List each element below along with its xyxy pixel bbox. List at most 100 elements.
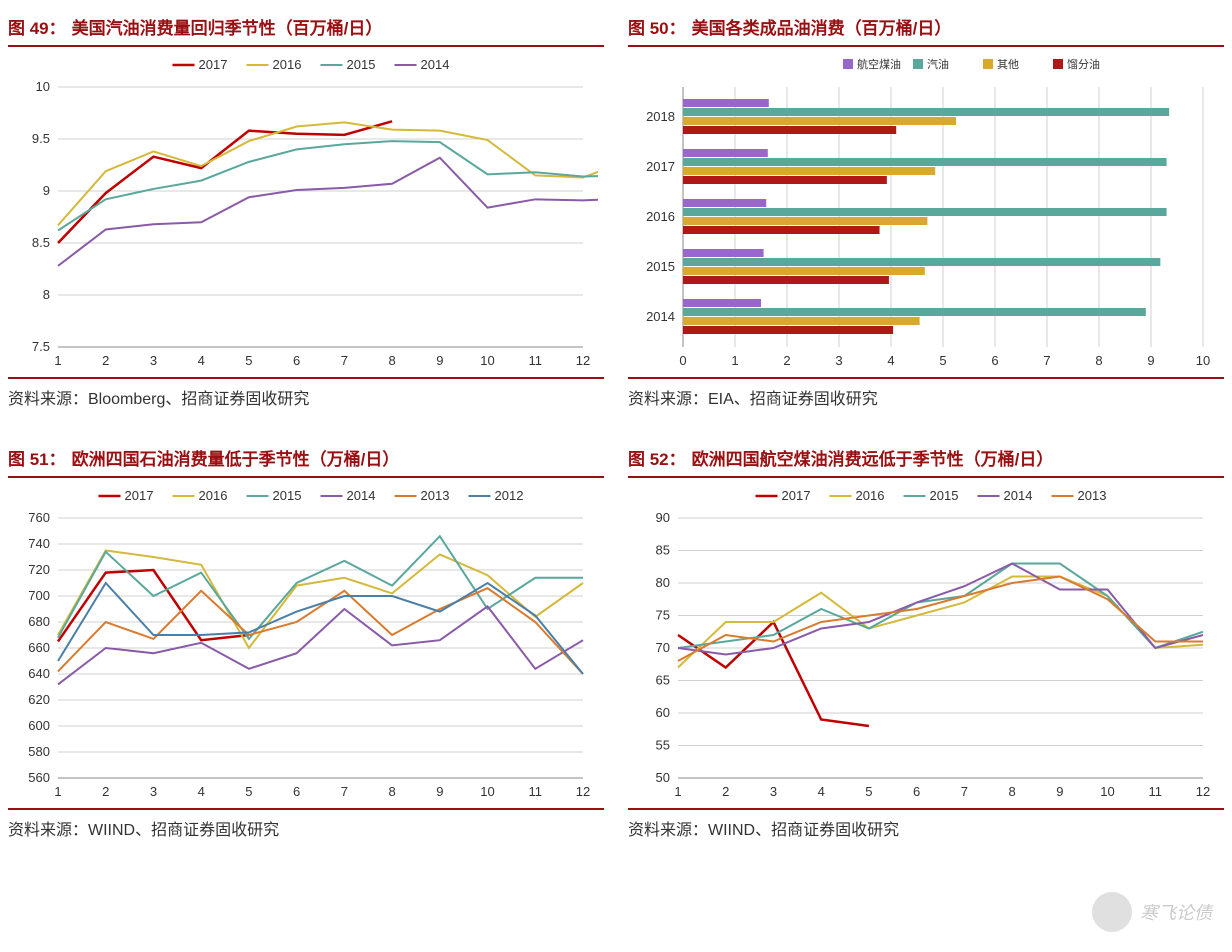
svg-text:7: 7 [1043,353,1050,368]
svg-text:6: 6 [913,784,920,799]
svg-text:2017: 2017 [199,57,228,72]
svg-text:3: 3 [150,784,157,799]
svg-text:2016: 2016 [273,57,302,72]
svg-text:8: 8 [388,353,395,368]
svg-text:2017: 2017 [782,488,811,503]
chart-50-title-text: 美国各类成品油消费（百万桶/日） [692,19,952,38]
svg-text:2013: 2013 [421,488,450,503]
svg-text:12: 12 [576,353,590,368]
svg-text:9.5: 9.5 [32,131,50,146]
svg-text:760: 760 [28,510,50,525]
svg-text:3: 3 [770,784,777,799]
svg-text:8: 8 [1095,353,1102,368]
chart-51-num: 图 51： [8,450,66,469]
chart-50-title: 图 50：美国各类成品油消费（百万桶/日） [628,8,1224,47]
svg-text:11: 11 [1149,784,1163,799]
svg-text:汽油: 汽油 [927,57,949,71]
svg-text:2017: 2017 [646,159,675,174]
svg-text:4: 4 [887,353,894,368]
chart-50-source: 资料来源：EIA、招商证券固收研究 [628,377,1224,419]
svg-text:2: 2 [102,353,109,368]
watermark: 寒飞论债 [1092,892,1212,932]
svg-text:10: 10 [1100,784,1114,799]
svg-text:12: 12 [1196,784,1210,799]
svg-text:75: 75 [656,608,670,623]
svg-text:5: 5 [245,353,252,368]
svg-text:6: 6 [991,353,998,368]
chart-51-title-text: 欧洲四国石油消费量低于季节性（万桶/日） [72,450,400,469]
svg-text:700: 700 [28,588,50,603]
chart-49-num: 图 49： [8,19,66,38]
svg-text:640: 640 [28,666,50,681]
svg-text:航空煤油: 航空煤油 [857,57,901,71]
svg-text:55: 55 [656,738,670,753]
chart-52-title: 图 52： 欧洲四国航空煤油消费远低于季节性（万桶/日） [628,439,1224,478]
svg-text:8: 8 [43,287,50,302]
svg-text:8: 8 [388,784,395,799]
svg-text:60: 60 [656,705,670,720]
chart-51-source: 资料来源：WIIND、招商证券固收研究 [8,808,604,850]
svg-text:5: 5 [245,784,252,799]
chart-49-source: 资料来源：Bloomberg、招商证券固收研究 [8,377,604,419]
svg-text:8: 8 [1008,784,1015,799]
svg-text:9: 9 [436,784,443,799]
svg-text:600: 600 [28,718,50,733]
chart-52-num: 图 52： [628,450,686,469]
svg-text:4: 4 [818,784,825,799]
svg-text:2014: 2014 [347,488,376,503]
svg-text:8.5: 8.5 [32,235,50,250]
svg-text:其他: 其他 [997,58,1019,71]
svg-text:2: 2 [102,784,109,799]
svg-text:9: 9 [1056,784,1063,799]
chart-52-source: 资料来源：WIIND、招商证券固收研究 [628,808,1224,850]
svg-text:2014: 2014 [646,309,675,324]
watermark-text: 寒飞论债 [1140,899,1212,925]
svg-text:620: 620 [28,692,50,707]
svg-text:0: 0 [679,353,686,368]
chart-49-title-text: 美国汽油消费量回归季节性（百万桶/日） [72,19,383,38]
svg-text:2: 2 [722,784,729,799]
chart-51-panel: 图 51： 欧洲四国石油消费量低于季节性（万桶/日） 560 580 600 620 64… [8,439,604,850]
svg-text:560: 560 [28,770,50,785]
svg-text:2015: 2015 [930,488,959,503]
svg-text:1: 1 [54,353,61,368]
svg-text:4: 4 [198,784,205,799]
svg-text:90: 90 [656,510,670,525]
svg-text:680: 680 [28,614,50,629]
svg-text:9: 9 [1147,353,1154,368]
svg-text:馏分油: 馏分油 [1067,57,1100,71]
svg-text:5: 5 [939,353,946,368]
chart-50: 01234567891020182017201620152014航空煤油汽油其他… [628,47,1224,377]
svg-text:740: 740 [28,536,50,551]
chart-52-panel: 图 52：欧洲四国航空煤油消费远低于季节性（万桶/日） 505560657075… [628,439,1224,850]
watermark-icon [1092,892,1132,932]
chart-51-title: 图 51： 欧洲四国石油消费量低于季节性（万桶/日） [8,439,604,478]
svg-text:9: 9 [43,183,50,198]
svg-text:2018: 2018 [646,109,675,124]
svg-text:65: 65 [656,673,670,688]
chart-52-title-text: 欧洲四国航空煤油消费远低于季节性（万桶/日） [692,450,1054,469]
svg-text:7: 7 [961,784,968,799]
svg-text:580: 580 [28,744,50,759]
svg-text:1: 1 [54,784,61,799]
chart-50-panel: 图 50：美国各类成品油消费（百万桶/日） 012345678910201820… [628,8,1224,419]
chart-49: 7.588.599.510123456789101112201720162015… [8,47,604,377]
svg-text:720: 720 [28,562,50,577]
svg-text:50: 50 [656,770,670,785]
svg-text:85: 85 [656,543,670,558]
chart-52: 5055606570758085901234567891011122017201… [628,478,1224,808]
chart-49-panel: 图 49：美国汽油消费量回归季节性（百万桶/日） 7.588.599.51012… [8,8,604,419]
svg-text:2016: 2016 [646,209,675,224]
svg-text:12: 12 [576,784,590,799]
svg-text:3: 3 [835,353,842,368]
chart-51: 5605806006206406606807007207407601234567… [8,478,604,808]
svg-text:10: 10 [36,79,50,94]
svg-text:1: 1 [674,784,681,799]
svg-text:2016: 2016 [856,488,885,503]
svg-text:10: 10 [480,784,494,799]
svg-text:1: 1 [731,353,738,368]
svg-text:2017: 2017 [125,488,154,503]
svg-text:2: 2 [783,353,790,368]
svg-text:80: 80 [656,575,670,590]
svg-text:2013: 2013 [1078,488,1107,503]
